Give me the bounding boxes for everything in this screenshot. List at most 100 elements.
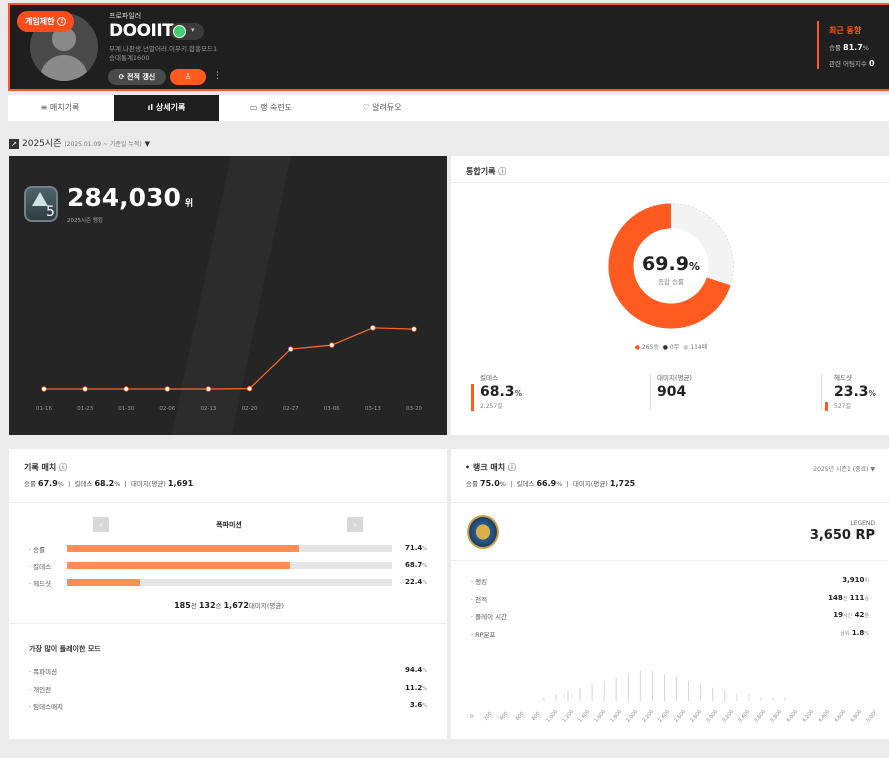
rank-point [411, 326, 417, 332]
hs-bar [67, 579, 392, 586]
dist-bar [784, 697, 786, 701]
ranked-season-select[interactable]: 2025년 시즌1 (종료) ▼ [813, 464, 875, 473]
overall-pct-value: 69.9 [642, 253, 689, 275]
restriction-badge[interactable]: 게임제한! [17, 11, 75, 32]
tab-bar: ≡ 매치기록 ıl 상세기록 ▭ 랭 숙련도 ♡ 알려듀오 [8, 95, 889, 121]
dist-bar [639, 671, 641, 701]
mode-row: · 폭파미션 [29, 668, 58, 676]
normal-kd: 68.2 [94, 479, 115, 488]
dist-bar [603, 681, 605, 701]
dist-tick-label: 200 [483, 711, 494, 722]
stat-headshot-value: 23.3 [834, 384, 869, 400]
add-friend-button[interactable]: ♙ [170, 69, 206, 85]
overall-pct-unit: % [688, 260, 700, 273]
mode-value-text: 11.2 [404, 684, 423, 692]
summary-games-unit: 전 [190, 602, 197, 610]
ranked-title-text: 랭크 매치 [472, 463, 506, 472]
recent-assist-row: 관련 어팀지수 0 [829, 58, 875, 68]
player-name: DOOIIT [109, 21, 174, 41]
rp-distribution-chart: 0 200 400 600 800 1,000 1,200 1,400 1,600 1,800 2,… [469, 671, 875, 724]
dist-tick-label: 1,400 [577, 709, 591, 724]
tier-icon: 5 [24, 186, 58, 222]
dist-row-label: · RP분포 [471, 631, 496, 639]
dist-bar [736, 694, 738, 701]
x-tick-label: 03-13 [365, 406, 381, 412]
emoticon-dropdown[interactable]: ▾ [170, 23, 204, 40]
dist-tick-label: 1,000 [545, 709, 559, 724]
bar-label-kd: · 킬데스 [29, 563, 52, 571]
rank-value: 284,030 [67, 183, 181, 212]
mode-label: 개인전 [33, 686, 52, 694]
dist-bar [627, 674, 629, 701]
dist-tick-label: 1,200 [561, 709, 575, 724]
tab-match-history[interactable]: ≡ 매치기록 [8, 95, 112, 121]
season-rank: 284,030 위 [67, 183, 193, 212]
legend-draw: 0무 [669, 344, 680, 351]
ranked-kd: 66.9 [536, 479, 557, 488]
mins-num: 42 [854, 611, 865, 619]
kd-bar-fill [67, 562, 291, 569]
legend-win-dot: ● [634, 344, 640, 351]
rank-row-value: 3,910위 [789, 576, 869, 584]
recent-win-value: 81.7 [843, 43, 863, 52]
refresh-label: 전적 갱신 [127, 73, 156, 81]
headshot-bar [825, 402, 828, 411]
info-icon[interactable]: ⓘ [498, 167, 507, 176]
bar-value-text: 22.4 [404, 578, 423, 586]
legend-win: 265승 [641, 344, 659, 351]
divider [650, 374, 651, 410]
recent-title: 최근 동향 [829, 26, 862, 35]
heart-icon: ♡ [362, 103, 370, 112]
dist-num: 1.8 [851, 629, 865, 637]
player-tags: 부계.나판생.넌말어러.이무키.합흥모드1 [109, 45, 218, 53]
tab-mastery[interactable]: ▭ 랭 숙련도 [219, 95, 323, 121]
mode-value: 3.6% [409, 701, 427, 709]
x-tick-label: 03-06 [324, 406, 340, 412]
tab-duo[interactable]: ♡ 알려듀오 [330, 95, 434, 121]
ranked-season-label: 2025년 시즌1 (종료) [813, 466, 869, 473]
info-icon[interactable]: ⓘ [59, 463, 68, 472]
person-icon: ♙ [184, 72, 192, 81]
tab-detail[interactable]: ıl 상세기록 [114, 95, 219, 121]
legend-tier-icon [467, 515, 499, 549]
prev-mode-button[interactable]: ‹ [93, 517, 109, 532]
bar-label-hs: · 헤드샷 [29, 580, 52, 588]
win-rate-donut [608, 203, 734, 329]
rank-row-text: 랭킹 [475, 578, 488, 586]
rank-point [123, 386, 129, 392]
summary-dmg-unit: 대미지(평균) [248, 602, 284, 610]
tab-label: 랭 숙련도 [260, 103, 293, 112]
info-icon[interactable]: ⓘ [507, 463, 516, 472]
next-mode-button[interactable]: › [347, 517, 363, 532]
dist-bar [700, 684, 702, 701]
mode-summary: 185전 132승 1,672대미지(평균) [129, 600, 329, 610]
dist-tick-label: 0 [469, 713, 476, 719]
most-played-title: 가장 많이 플레이한 모드 [29, 645, 101, 653]
season-selector[interactable]: ↗ 2025시즌 (2025.01.09 ~ 기준일 누적) ▼ [9, 136, 150, 149]
rank-point [246, 385, 253, 392]
stat-damage: 대미지(평균) 904 [657, 372, 692, 410]
ranked-title: • 랭크 매치 ⓘ [465, 463, 516, 472]
ranked-win-label: 승률 [466, 480, 478, 488]
dist-bar [688, 681, 690, 701]
dist-bar [748, 694, 750, 701]
info-icon: ! [57, 17, 67, 26]
wins-num: 111 [849, 594, 865, 602]
dist-tick-label: 4,200 [801, 709, 815, 724]
x-tick-label: 03-20 [406, 406, 422, 412]
refresh-button[interactable]: ⟳ 전적 갱신 [108, 69, 166, 85]
normal-win: 67.9 [38, 479, 58, 488]
rank-point [329, 342, 335, 348]
normal-title-text: 기록 매치 [24, 463, 57, 472]
bar-label-text: 킬데스 [33, 563, 52, 571]
ranked-kd-label: 킬데스 [516, 480, 535, 488]
overall-title-text: 통합기록 [466, 167, 496, 176]
dist-bar [676, 677, 678, 701]
dist-bar [591, 684, 593, 701]
rank-point [370, 325, 376, 331]
legend-loss: 114패 [690, 344, 708, 351]
stat-kd-label: 킬데스 [480, 374, 498, 382]
divider [9, 623, 447, 624]
more-icon[interactable]: ⋮ [213, 71, 222, 81]
x-tick-label: 02-06 [159, 406, 175, 412]
